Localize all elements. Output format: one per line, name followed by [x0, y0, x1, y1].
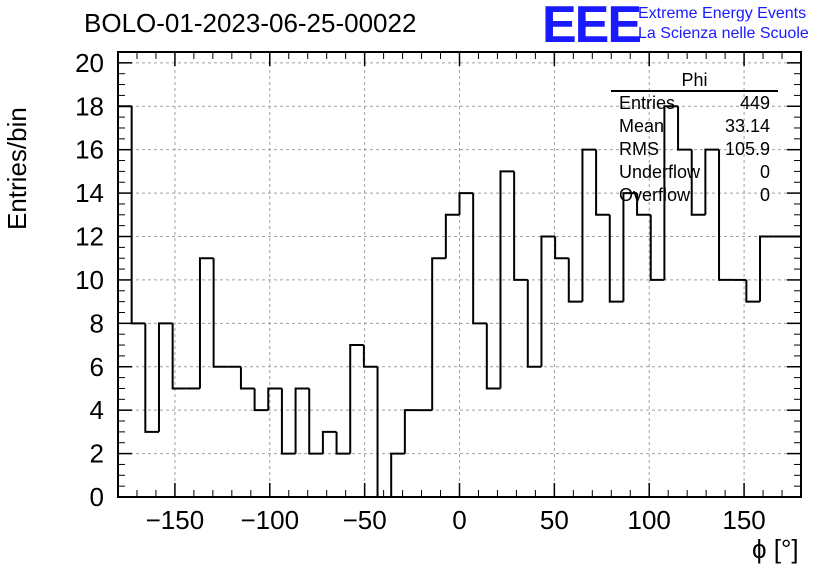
- stats-value: 449: [739, 93, 770, 113]
- histogram-bin: [690, 149, 706, 216]
- logo-caption-line1: Extreme Energy Events: [638, 5, 807, 22]
- histogram-bin: [499, 170, 515, 389]
- x-tick-label: −100: [240, 505, 299, 535]
- y-axis-label: Entries/bin: [2, 107, 32, 230]
- stats-label: Mean: [619, 116, 665, 136]
- stats-box: Phi Entries 449 Mean 33.14 RMS 105.9 Und…: [611, 70, 778, 207]
- y-tick-label: 18: [75, 91, 104, 121]
- logo-caption: Extreme Energy Events La Scienza nelle S…: [638, 4, 809, 44]
- histogram-bin: [608, 214, 624, 303]
- histogram-bin: [472, 193, 487, 325]
- histogram-bin: [759, 235, 774, 302]
- histogram-bin: [567, 258, 583, 303]
- histogram-bin: [335, 431, 351, 455]
- y-tick-label: 6: [90, 352, 104, 382]
- histogram-bin: [485, 323, 501, 390]
- histogram-bin: [622, 192, 638, 302]
- x-axis-label: ϕ [°]: [752, 534, 799, 564]
- histogram-bin: [130, 106, 146, 325]
- x-tick-label: 150: [722, 505, 765, 535]
- axis-ticks: [117, 51, 802, 498]
- histogram-series: [117, 105, 802, 498]
- histogram-bin: [554, 236, 569, 260]
- histogram-bin: [704, 148, 720, 215]
- stats-row-rms: RMS 105.9: [611, 138, 778, 161]
- histogram-bin: [144, 323, 159, 433]
- histogram-bin: [362, 345, 378, 368]
- x-tick-label: 0: [452, 505, 466, 535]
- stats-row-entries: Entries 449: [611, 92, 778, 115]
- histogram-bin: [595, 149, 610, 216]
- axis-tick-labels: −150 −100 −50 0 50 100 150 0 2 4 6 8 10 12 14 16 18 20: [75, 48, 766, 535]
- histogram-bin: [718, 149, 733, 281]
- histogram-bin: [649, 214, 665, 281]
- x-tick-label: 50: [540, 505, 569, 535]
- stats-label: RMS: [619, 139, 659, 159]
- histogram-bin: [526, 279, 542, 368]
- histogram-bin: [267, 387, 282, 411]
- grid-lines: [118, 52, 801, 498]
- stats-row-underflow: Underflow 0: [611, 161, 778, 184]
- histogram-bin: [677, 106, 692, 151]
- y-tick-label: 4: [90, 395, 104, 425]
- stats-value: 0: [759, 185, 770, 205]
- page-title: BOLO-01-2023-06-25-00022: [84, 8, 417, 38]
- histogram-bin: [376, 366, 392, 498]
- stats-row-overflow: Overflow 0: [611, 184, 778, 207]
- histogram-bin: [636, 193, 651, 216]
- y-tick-label: 10: [75, 265, 104, 295]
- histogram-bin: [540, 235, 556, 367]
- histogram-bin: [253, 388, 269, 412]
- histogram-bin: [431, 257, 446, 411]
- stats-label: Entries: [619, 93, 676, 113]
- histogram-bin: [581, 148, 597, 302]
- stats-label: Overflow: [619, 185, 691, 205]
- y-tick-label: 16: [75, 135, 104, 165]
- x-tick-label: −150: [146, 505, 205, 535]
- histogram-bin: [403, 409, 419, 454]
- stats-value: 33.14: [724, 116, 770, 136]
- y-tick-label: 14: [75, 178, 104, 208]
- y-tick-label: 8: [90, 308, 104, 338]
- histogram-bin: [444, 213, 460, 259]
- y-tick-label: 12: [75, 222, 104, 252]
- stats-label: Underflow: [619, 162, 701, 182]
- histogram-bin: [171, 323, 187, 390]
- histogram-bin: [390, 452, 405, 497]
- stats-row-mean: Mean 33.14: [611, 115, 778, 138]
- logo-caption-line2: La Scienza nelle Scuole: [638, 25, 809, 42]
- y-tick-label: 2: [90, 439, 104, 469]
- stats-title: Phi: [611, 70, 778, 92]
- histogram-bin: [321, 430, 337, 454]
- histogram-bin: [458, 192, 474, 215]
- histogram-bin: [280, 388, 296, 455]
- stats-value: 0: [759, 162, 770, 182]
- y-tick-label: 20: [75, 48, 104, 78]
- histogram-bin: [349, 344, 364, 454]
- x-tick-label: −50: [343, 505, 387, 535]
- histogram-bin: [212, 258, 228, 368]
- histogram-bin: [513, 171, 528, 281]
- histogram-bin: [663, 105, 679, 280]
- stats-value: 105.9: [724, 139, 770, 159]
- y-tick-label: 0: [90, 482, 104, 512]
- histogram-bin: [239, 366, 255, 390]
- histogram-bin: [198, 257, 214, 389]
- histogram-bin: [157, 322, 173, 432]
- eee-logo: EEE: [542, 0, 642, 54]
- histogram-bin: [294, 387, 310, 454]
- x-tick-label: 100: [628, 505, 671, 535]
- histogram-bin: [745, 279, 761, 303]
- histogram-bin: [308, 388, 323, 455]
